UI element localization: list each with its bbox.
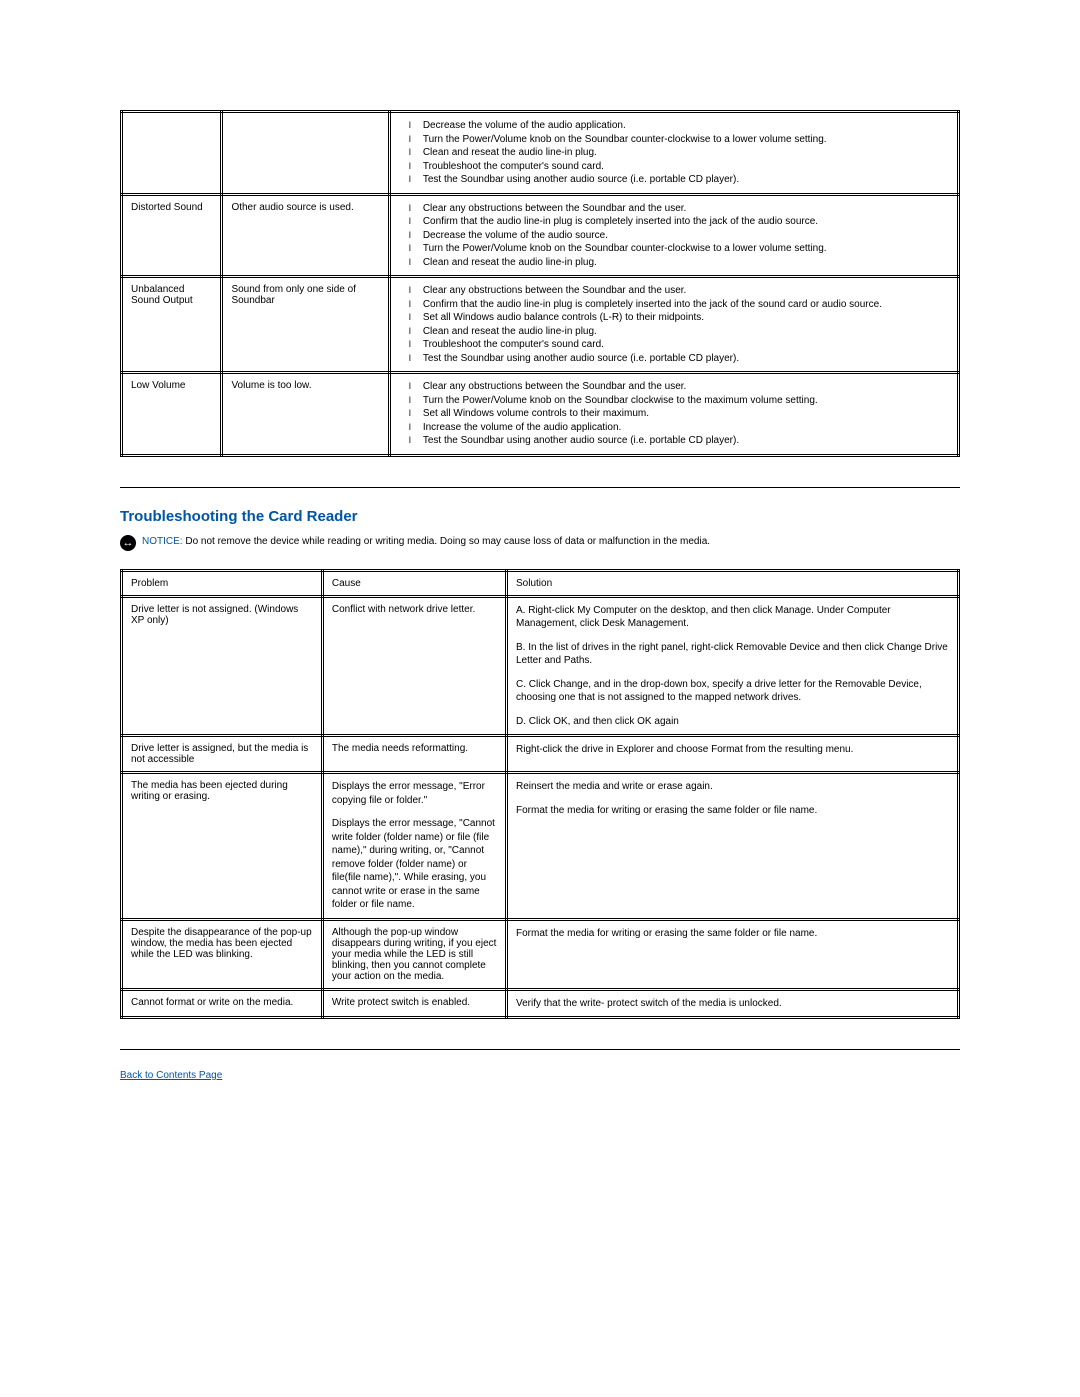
cause-cell: Volume is too low. (222, 373, 389, 456)
solution-paragraph: Reinsert the media and write or erase ag… (516, 780, 949, 794)
solution-bullet: Test the Soundbar using another audio so… (409, 352, 949, 366)
card-header-cause: Cause (322, 570, 506, 596)
solution-cell: Clear any obstructions between the Sound… (389, 194, 958, 277)
problem-cell: Drive letter is not assigned. (Windows X… (122, 596, 323, 736)
solution-cell: Reinsert the media and write or erase ag… (507, 773, 959, 920)
solution-cell: Right-click the drive in Explorer and ch… (507, 736, 959, 773)
solution-paragraph: C. Click Change, and in the drop-down bo… (516, 678, 949, 705)
solution-paragraph: B. In the list of drives in the right pa… (516, 641, 949, 668)
cause-cell (222, 112, 389, 195)
table-row: Low VolumeVolume is too low. Clear any ob… (122, 373, 959, 456)
cause-paragraph: Displays the error message, "Cannot writ… (332, 817, 497, 912)
problem-cell: The media has been ejected during writin… (122, 773, 323, 920)
table-row: Drive letter is assigned, but the media … (122, 736, 959, 773)
solution-bullet: Clear any obstructions between the Sound… (409, 202, 949, 216)
back-to-contents-link[interactable]: Back to Contents Page (120, 1070, 222, 1081)
solution-paragraph: A. Right-click My Computer on the deskto… (516, 604, 949, 631)
solution-bullet: Decrease the volume of the audio applica… (409, 119, 949, 133)
solution-bullet: Clear any obstructions between the Sound… (409, 380, 949, 394)
table-row: Decrease the volume of the audio applica… (122, 112, 959, 195)
solution-bullet: Clean and reseat the audio line-in plug. (409, 325, 949, 339)
notice-icon: ↔ (120, 535, 136, 551)
solution-cell: Clear any obstructions between the Sound… (389, 373, 958, 456)
notice-row: ↔ NOTICE: Do not remove the device while… (120, 535, 960, 551)
solution-paragraph: Format the media for writing or erasing … (516, 927, 949, 941)
solution-bullet: Turn the Power/Volume knob on the Soundb… (409, 133, 949, 147)
problem-cell: Despite the disappearance of the pop-up … (122, 919, 323, 989)
card-reader-heading: Troubleshooting the Card Reader (120, 508, 960, 525)
problem-cell: Distorted Sound (122, 194, 222, 277)
solution-bullet: Troubleshoot the computer's sound card. (409, 160, 949, 174)
solution-paragraph: Verify that the write- protect switch of… (516, 997, 949, 1011)
solution-bullet: Confirm that the audio line-in plug is c… (409, 215, 949, 229)
solution-bullet: Turn the Power/Volume knob on the Soundb… (409, 394, 949, 408)
solution-cell: A. Right-click My Computer on the deskto… (507, 596, 959, 736)
problem-cell: Low Volume (122, 373, 222, 456)
cause-cell: Although the pop-up window disappears du… (322, 919, 506, 989)
card-reader-troubleshoot-table: Problem Cause Solution Drive letter is n… (120, 569, 960, 1020)
notice-body: Do not remove the device while reading o… (185, 536, 710, 547)
solution-cell: Verify that the write- protect switch of… (507, 989, 959, 1018)
solution-bullet: Clear any obstructions between the Sound… (409, 284, 949, 298)
table-row: Cannot format or write on the media.Writ… (122, 989, 959, 1018)
solution-cell: Decrease the volume of the audio applica… (389, 112, 958, 195)
solution-cell: Format the media for writing or erasing … (507, 919, 959, 989)
solution-bullet: Set all Windows volume controls to their… (409, 407, 949, 421)
cause-cell: Write protect switch is enabled. (322, 989, 506, 1018)
card-header-problem: Problem (122, 570, 323, 596)
cause-cell: Conflict with network drive letter. (322, 596, 506, 736)
table-row: The media has been ejected during writin… (122, 773, 959, 920)
table-row: Despite the disappearance of the pop-up … (122, 919, 959, 989)
problem-cell: Drive letter is assigned, but the media … (122, 736, 323, 773)
solution-cell: Clear any obstructions between the Sound… (389, 277, 958, 373)
solution-bullet: Decrease the volume of the audio source. (409, 229, 949, 243)
problem-cell: Unbalanced Sound Output (122, 277, 222, 373)
solution-bullet: Clean and reseat the audio line-in plug. (409, 146, 949, 160)
problem-cell (122, 112, 222, 195)
cause-cell: Other audio source is used. (222, 194, 389, 277)
solution-paragraph: Format the media for writing or erasing … (516, 804, 949, 818)
solution-bullet: Troubleshoot the computer's sound card. (409, 338, 949, 352)
section-divider (120, 1049, 960, 1050)
solution-paragraph: D. Click OK, and then click OK again (516, 715, 949, 729)
card-header-solution: Solution (507, 570, 959, 596)
problem-cell: Cannot format or write on the media. (122, 989, 323, 1018)
section-divider (120, 487, 960, 488)
cause-cell: Displays the error message, "Error copyi… (322, 773, 506, 920)
solution-bullet: Confirm that the audio line-in plug is c… (409, 298, 949, 312)
soundbar-troubleshoot-table: Decrease the volume of the audio applica… (120, 110, 960, 457)
solution-bullet: Turn the Power/Volume knob on the Soundb… (409, 242, 949, 256)
solution-bullet: Increase the volume of the audio applica… (409, 421, 949, 435)
solution-paragraph: Right-click the drive in Explorer and ch… (516, 743, 949, 757)
solution-bullet: Set all Windows audio balance controls (… (409, 311, 949, 325)
cause-cell: The media needs reformatting. (322, 736, 506, 773)
solution-bullet: Clean and reseat the audio line-in plug. (409, 256, 949, 270)
solution-bullet: Test the Soundbar using another audio so… (409, 434, 949, 448)
table-row: Unbalanced Sound OutputSound from only o… (122, 277, 959, 373)
solution-bullet: Test the Soundbar using another audio so… (409, 173, 949, 187)
table-row: Distorted SoundOther audio source is use… (122, 194, 959, 277)
notice-label: NOTICE: (142, 536, 183, 547)
cause-cell: Sound from only one side of Soundbar (222, 277, 389, 373)
cause-paragraph: Displays the error message, "Error copyi… (332, 780, 497, 807)
table-row: Drive letter is not assigned. (Windows X… (122, 596, 959, 736)
